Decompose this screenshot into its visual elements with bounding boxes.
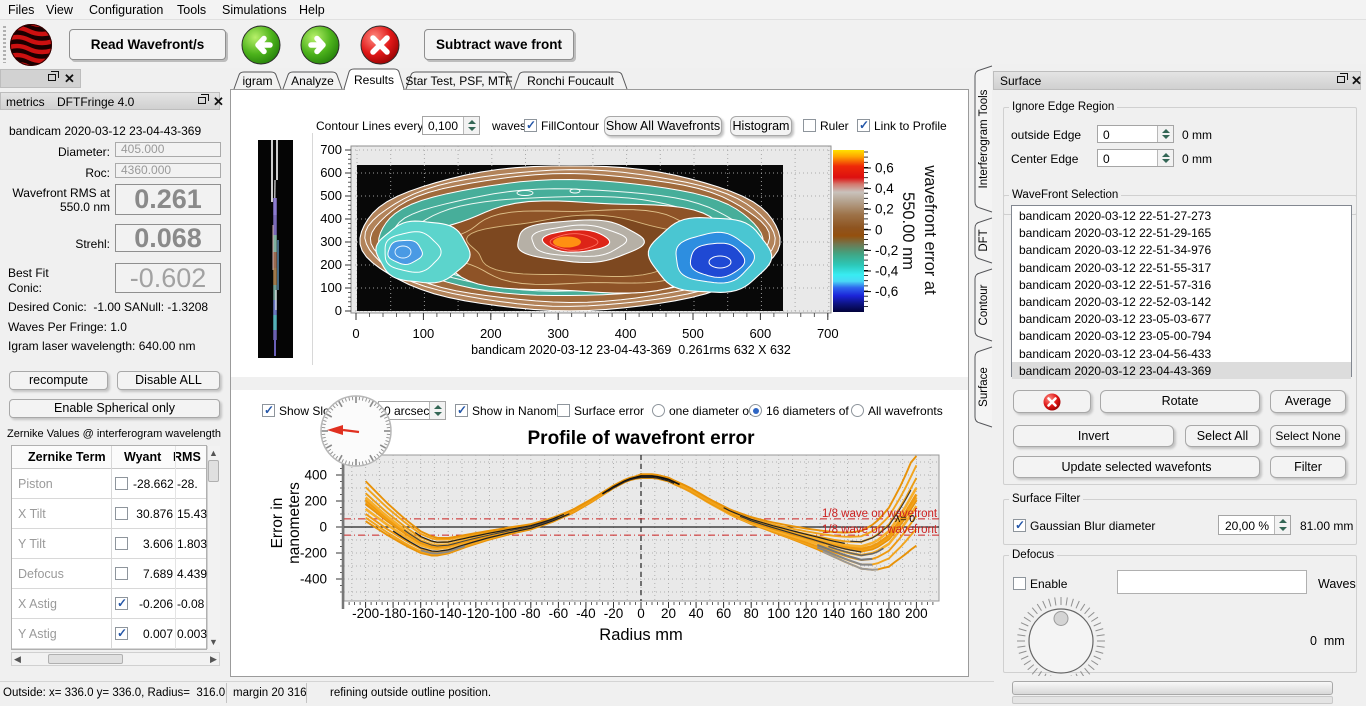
svg-text:-160: -160 <box>407 606 434 621</box>
svg-text:-180: -180 <box>380 606 407 621</box>
svg-text:0,2: 0,2 <box>875 202 894 217</box>
svg-text:igram: igram <box>242 74 272 88</box>
svg-text:140: 140 <box>823 606 846 621</box>
svg-text:Analyze: Analyze <box>291 74 334 88</box>
svg-text:Radius mm: Radius mm <box>599 626 682 644</box>
svg-text:-60: -60 <box>549 606 569 621</box>
svg-text:0,6: 0,6 <box>875 161 894 176</box>
svg-text:100: 100 <box>767 606 790 621</box>
svg-text:0,4: 0,4 <box>875 181 894 196</box>
svg-text:-100: -100 <box>490 606 517 621</box>
svg-text:100: 100 <box>413 326 435 341</box>
svg-text:-120: -120 <box>462 606 489 621</box>
svg-text:700: 700 <box>817 326 839 341</box>
svg-text:Ronchi Foucault: Ronchi Foucault <box>527 74 614 88</box>
svg-text:500: 500 <box>320 188 342 203</box>
svg-text:200: 200 <box>905 606 928 621</box>
svg-text:Error in: Error in <box>270 498 286 549</box>
svg-text:DFT: DFT <box>978 229 990 251</box>
svg-text:-0,4: -0,4 <box>875 264 899 279</box>
svg-text:-20: -20 <box>604 606 624 621</box>
svg-text:200: 200 <box>480 326 502 341</box>
svg-text:40: 40 <box>689 606 704 621</box>
svg-text:180: 180 <box>878 606 901 621</box>
svg-text:700: 700 <box>320 142 342 157</box>
svg-text:-400: -400 <box>300 572 327 587</box>
svg-text:20: 20 <box>661 606 676 621</box>
svg-text:550.00 nm: 550.00 nm <box>899 192 917 270</box>
svg-text:Results: Results <box>354 73 394 87</box>
svg-text:600: 600 <box>750 326 772 341</box>
svg-text:400: 400 <box>304 468 327 483</box>
svg-text:1/8 wave on wavefront: 1/8 wave on wavefront <box>822 524 938 536</box>
svg-text:-0,2: -0,2 <box>875 243 898 258</box>
svg-text:300: 300 <box>320 234 342 249</box>
svg-text:120: 120 <box>795 606 818 621</box>
svg-text:-200: -200 <box>352 606 379 621</box>
svg-text:wavefront error at: wavefront error at <box>921 164 939 295</box>
svg-text:200: 200 <box>304 494 327 509</box>
svg-text:60: 60 <box>716 606 731 621</box>
svg-text:Profile of wavefront error: Profile of wavefront error <box>528 428 756 449</box>
svg-text:80: 80 <box>744 606 759 621</box>
svg-text:-140: -140 <box>435 606 462 621</box>
svg-text:λ= 0: λ= 0 <box>895 513 915 525</box>
svg-text:-0,6: -0,6 <box>875 284 898 299</box>
svg-text:0: 0 <box>637 606 645 621</box>
svg-text:160: 160 <box>850 606 873 621</box>
svg-text:Contour: Contour <box>978 284 990 325</box>
svg-text:-200: -200 <box>300 546 327 561</box>
svg-text:Star Test, PSF, MTF: Star Test, PSF, MTF <box>405 74 512 88</box>
svg-text:-80: -80 <box>521 606 541 621</box>
svg-text:400: 400 <box>320 211 342 226</box>
svg-text:Surface: Surface <box>978 367 990 407</box>
svg-text:0: 0 <box>335 303 342 318</box>
svg-text:600: 600 <box>320 165 342 180</box>
svg-text:300: 300 <box>547 326 569 341</box>
svg-text:Interferogram Tools: Interferogram Tools <box>978 89 990 188</box>
svg-text:-40: -40 <box>576 606 596 621</box>
svg-text:200: 200 <box>320 257 342 272</box>
svg-text:0: 0 <box>875 222 883 237</box>
svg-text:0: 0 <box>319 520 327 535</box>
svg-text:nanometers: nanometers <box>286 482 303 564</box>
svg-text:bandicam 2020-03-12 23-04-43-3: bandicam 2020-03-12 23-04-43-369 0.261rm… <box>471 343 791 357</box>
svg-text:100: 100 <box>320 280 342 295</box>
svg-text:1/8 wave on wavefront: 1/8 wave on wavefront <box>822 508 938 520</box>
svg-text:500: 500 <box>682 326 704 341</box>
svg-text:400: 400 <box>615 326 637 341</box>
svg-text:0: 0 <box>352 326 359 341</box>
